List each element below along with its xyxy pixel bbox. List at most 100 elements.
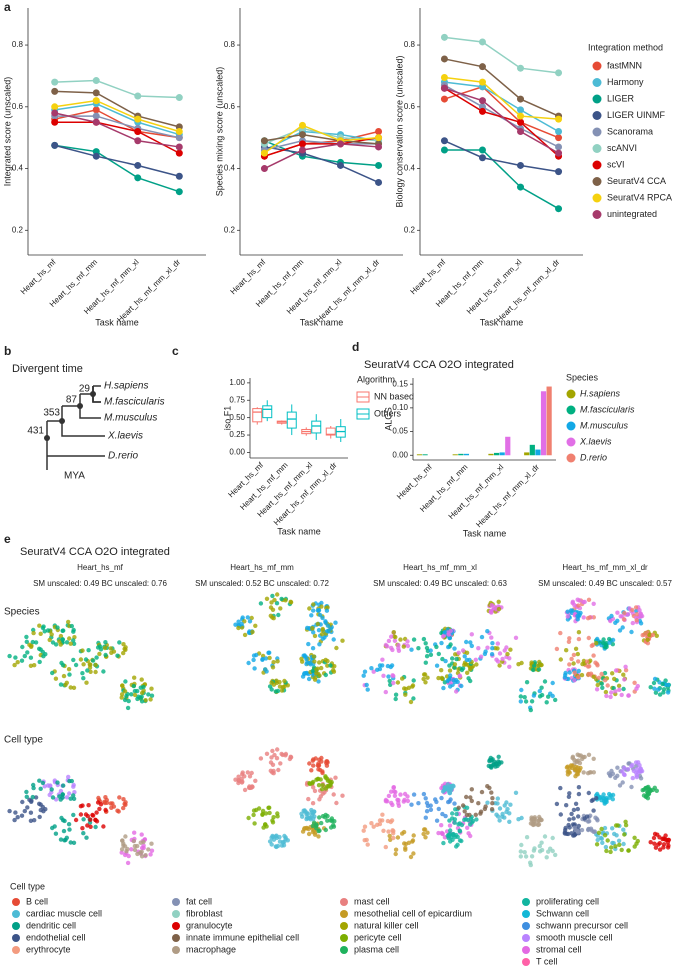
umap-point [364,682,369,688]
series-line [444,85,559,139]
umap-point [371,824,376,829]
x-axis-title: Task name [95,317,139,327]
chart-title: SeuratV4 CCA O2O integrated [364,359,514,371]
legend-label: X.laevis [579,436,612,446]
umap-point [380,657,385,662]
umap-point [389,818,395,823]
umap-point [607,640,612,645]
umap-point [645,796,651,801]
umap-point [390,828,395,833]
umap-point [143,853,148,858]
point [478,63,486,71]
umap-point [403,692,408,697]
legend-swatch [522,922,530,930]
umap-point [661,690,666,695]
point [134,174,142,182]
umap-point [489,635,494,640]
umap-point [115,653,120,658]
umap-point [634,841,639,846]
umap-point [428,803,433,808]
umap-point [457,828,462,833]
umap-point [24,789,29,795]
umap-point [576,675,581,680]
umap-point [325,813,330,819]
umap-point [25,805,30,810]
umap-point [576,659,581,664]
node-label: 87 [66,395,78,406]
umap-point [340,638,345,643]
leaf-label: M.fascicularis [104,397,165,408]
umap-point [639,768,645,774]
umap-point [613,844,618,849]
umap-point [312,814,317,819]
umap-point [488,764,493,769]
umap-point [314,671,319,676]
umap-point [454,689,459,694]
umap-point [41,654,46,659]
node-label: 431 [27,426,44,437]
y-tick-label: 0.15 [392,379,408,388]
umap-point [478,809,484,814]
umap-point [532,818,537,823]
umap-point [50,640,56,645]
point [517,64,525,72]
x-axis-title: Task name [480,317,524,327]
y-tick-label: 0.2 [12,225,24,234]
umap-point [122,697,128,703]
umap-point [316,783,322,788]
umap-point [310,823,315,829]
series-line [54,121,180,154]
umap-point [309,768,314,773]
umap-point [103,807,108,813]
umap-point [599,671,604,677]
legend-swatch [340,934,348,942]
umap-point [411,637,417,642]
umap-point [236,780,241,786]
umap-point [270,770,275,775]
umap-point [64,640,70,645]
umap-point [625,767,631,772]
umap-point [270,665,276,670]
umap-point [570,754,576,759]
umap-point [563,827,568,833]
umap-point [479,634,485,640]
umap-point [605,838,610,843]
umap-point [316,834,321,839]
umap-point [328,818,333,823]
bar [505,436,511,456]
legend-label: macrophage [186,944,236,954]
umap-point [645,637,650,642]
umap-point [439,830,444,836]
umap-point [448,797,453,802]
point [134,161,142,169]
umap-point [601,792,606,797]
umap-point [406,685,412,690]
umap-point [645,792,650,797]
umap-point [604,799,609,805]
umap-point [402,686,407,691]
umap-point [240,615,245,620]
umap-point [634,618,639,623]
column-metrics: SM unscaled: 0.49 BC unscaled: 0.63 [373,579,507,588]
umap-point [529,815,534,820]
y-tick-label: 0.8 [224,40,236,49]
umap-point [101,824,106,829]
umap-point [600,640,606,646]
umap-point [497,651,503,656]
legend-swatch [340,898,348,906]
umap-point [456,650,461,655]
umap-point [421,636,427,642]
panel-label: c [172,344,179,358]
point [375,134,383,142]
umap-point [383,689,388,695]
umap-point [587,615,592,620]
umap-point [621,841,626,847]
umap-point [595,682,600,688]
umap-point [439,823,444,828]
umap-point [571,652,577,658]
umap-point [450,656,455,661]
umap-point [270,593,275,599]
umap-point [390,802,395,808]
point [260,137,268,145]
umap-point [572,825,577,830]
